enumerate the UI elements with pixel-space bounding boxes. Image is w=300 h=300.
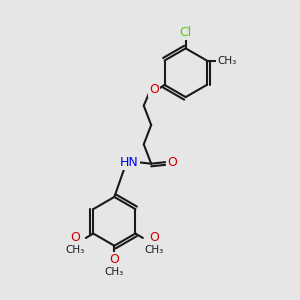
Text: Cl: Cl — [179, 26, 192, 38]
Text: HN: HN — [120, 156, 139, 169]
Text: CH₃: CH₃ — [105, 267, 124, 277]
Text: O: O — [167, 156, 177, 169]
Text: CH₃: CH₃ — [144, 245, 164, 256]
Text: O: O — [149, 232, 159, 244]
Text: O: O — [110, 253, 119, 266]
Text: CH₃: CH₃ — [217, 56, 236, 65]
Text: O: O — [70, 232, 80, 244]
Text: CH₃: CH₃ — [65, 245, 84, 256]
Text: O: O — [149, 83, 159, 96]
